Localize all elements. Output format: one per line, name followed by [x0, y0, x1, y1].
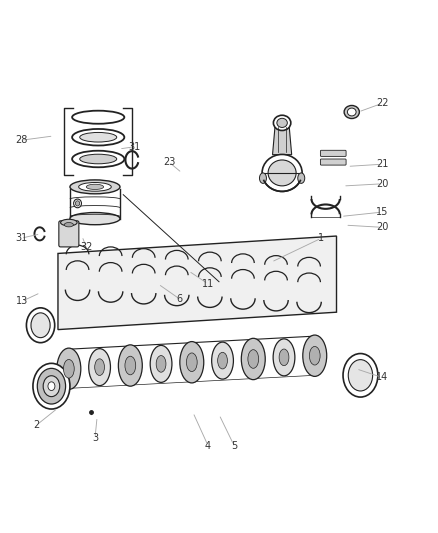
Text: 32: 32	[80, 242, 92, 252]
Ellipse shape	[75, 201, 80, 206]
Ellipse shape	[277, 118, 287, 127]
Text: 31: 31	[15, 233, 27, 243]
FancyBboxPatch shape	[321, 159, 346, 165]
Ellipse shape	[48, 382, 55, 391]
Text: 5: 5	[231, 441, 237, 451]
Text: 28: 28	[15, 135, 27, 146]
Ellipse shape	[57, 348, 81, 390]
Ellipse shape	[273, 339, 295, 376]
Ellipse shape	[37, 368, 66, 404]
Text: 4: 4	[205, 441, 211, 451]
Ellipse shape	[248, 350, 259, 368]
Text: 20: 20	[376, 179, 389, 189]
Ellipse shape	[43, 376, 60, 397]
Text: 13: 13	[16, 296, 28, 306]
Ellipse shape	[303, 335, 327, 376]
Ellipse shape	[298, 173, 305, 183]
Text: 3: 3	[92, 433, 98, 443]
Ellipse shape	[273, 115, 291, 131]
Text: 20: 20	[376, 222, 389, 232]
Ellipse shape	[95, 359, 105, 375]
Ellipse shape	[26, 308, 55, 343]
Polygon shape	[58, 236, 336, 329]
Ellipse shape	[259, 173, 266, 183]
Ellipse shape	[31, 313, 50, 338]
Ellipse shape	[348, 360, 373, 391]
Ellipse shape	[187, 353, 197, 372]
Ellipse shape	[74, 199, 81, 208]
FancyBboxPatch shape	[321, 150, 346, 156]
Ellipse shape	[60, 219, 77, 226]
Ellipse shape	[268, 160, 296, 186]
Ellipse shape	[180, 342, 204, 383]
Ellipse shape	[218, 352, 227, 369]
Ellipse shape	[80, 133, 117, 142]
Text: 23: 23	[163, 157, 175, 167]
Text: 21: 21	[376, 159, 389, 169]
Ellipse shape	[72, 111, 124, 124]
Text: 11: 11	[202, 279, 214, 289]
Text: 14: 14	[376, 373, 389, 383]
Ellipse shape	[86, 184, 104, 189]
Ellipse shape	[279, 349, 289, 366]
Ellipse shape	[70, 180, 120, 194]
Ellipse shape	[212, 342, 233, 379]
Ellipse shape	[156, 356, 166, 372]
Ellipse shape	[70, 213, 120, 225]
Ellipse shape	[262, 155, 302, 191]
Ellipse shape	[80, 154, 117, 164]
Text: 6: 6	[177, 294, 183, 304]
Ellipse shape	[72, 129, 124, 146]
Text: 22: 22	[376, 98, 389, 108]
Ellipse shape	[309, 346, 320, 365]
Ellipse shape	[241, 338, 265, 379]
Polygon shape	[272, 125, 292, 155]
Ellipse shape	[150, 345, 172, 382]
Ellipse shape	[343, 353, 378, 397]
Ellipse shape	[347, 108, 356, 116]
Text: 2: 2	[33, 421, 39, 430]
Text: 1: 1	[318, 233, 325, 243]
Ellipse shape	[118, 345, 142, 386]
Ellipse shape	[72, 151, 124, 167]
Ellipse shape	[79, 182, 111, 191]
Ellipse shape	[33, 364, 70, 409]
Text: 15: 15	[376, 207, 389, 217]
Text: 31: 31	[128, 142, 140, 152]
Ellipse shape	[89, 349, 110, 386]
Ellipse shape	[64, 359, 74, 378]
Ellipse shape	[64, 223, 74, 227]
Ellipse shape	[344, 106, 359, 118]
FancyBboxPatch shape	[59, 221, 79, 247]
Ellipse shape	[125, 356, 136, 375]
